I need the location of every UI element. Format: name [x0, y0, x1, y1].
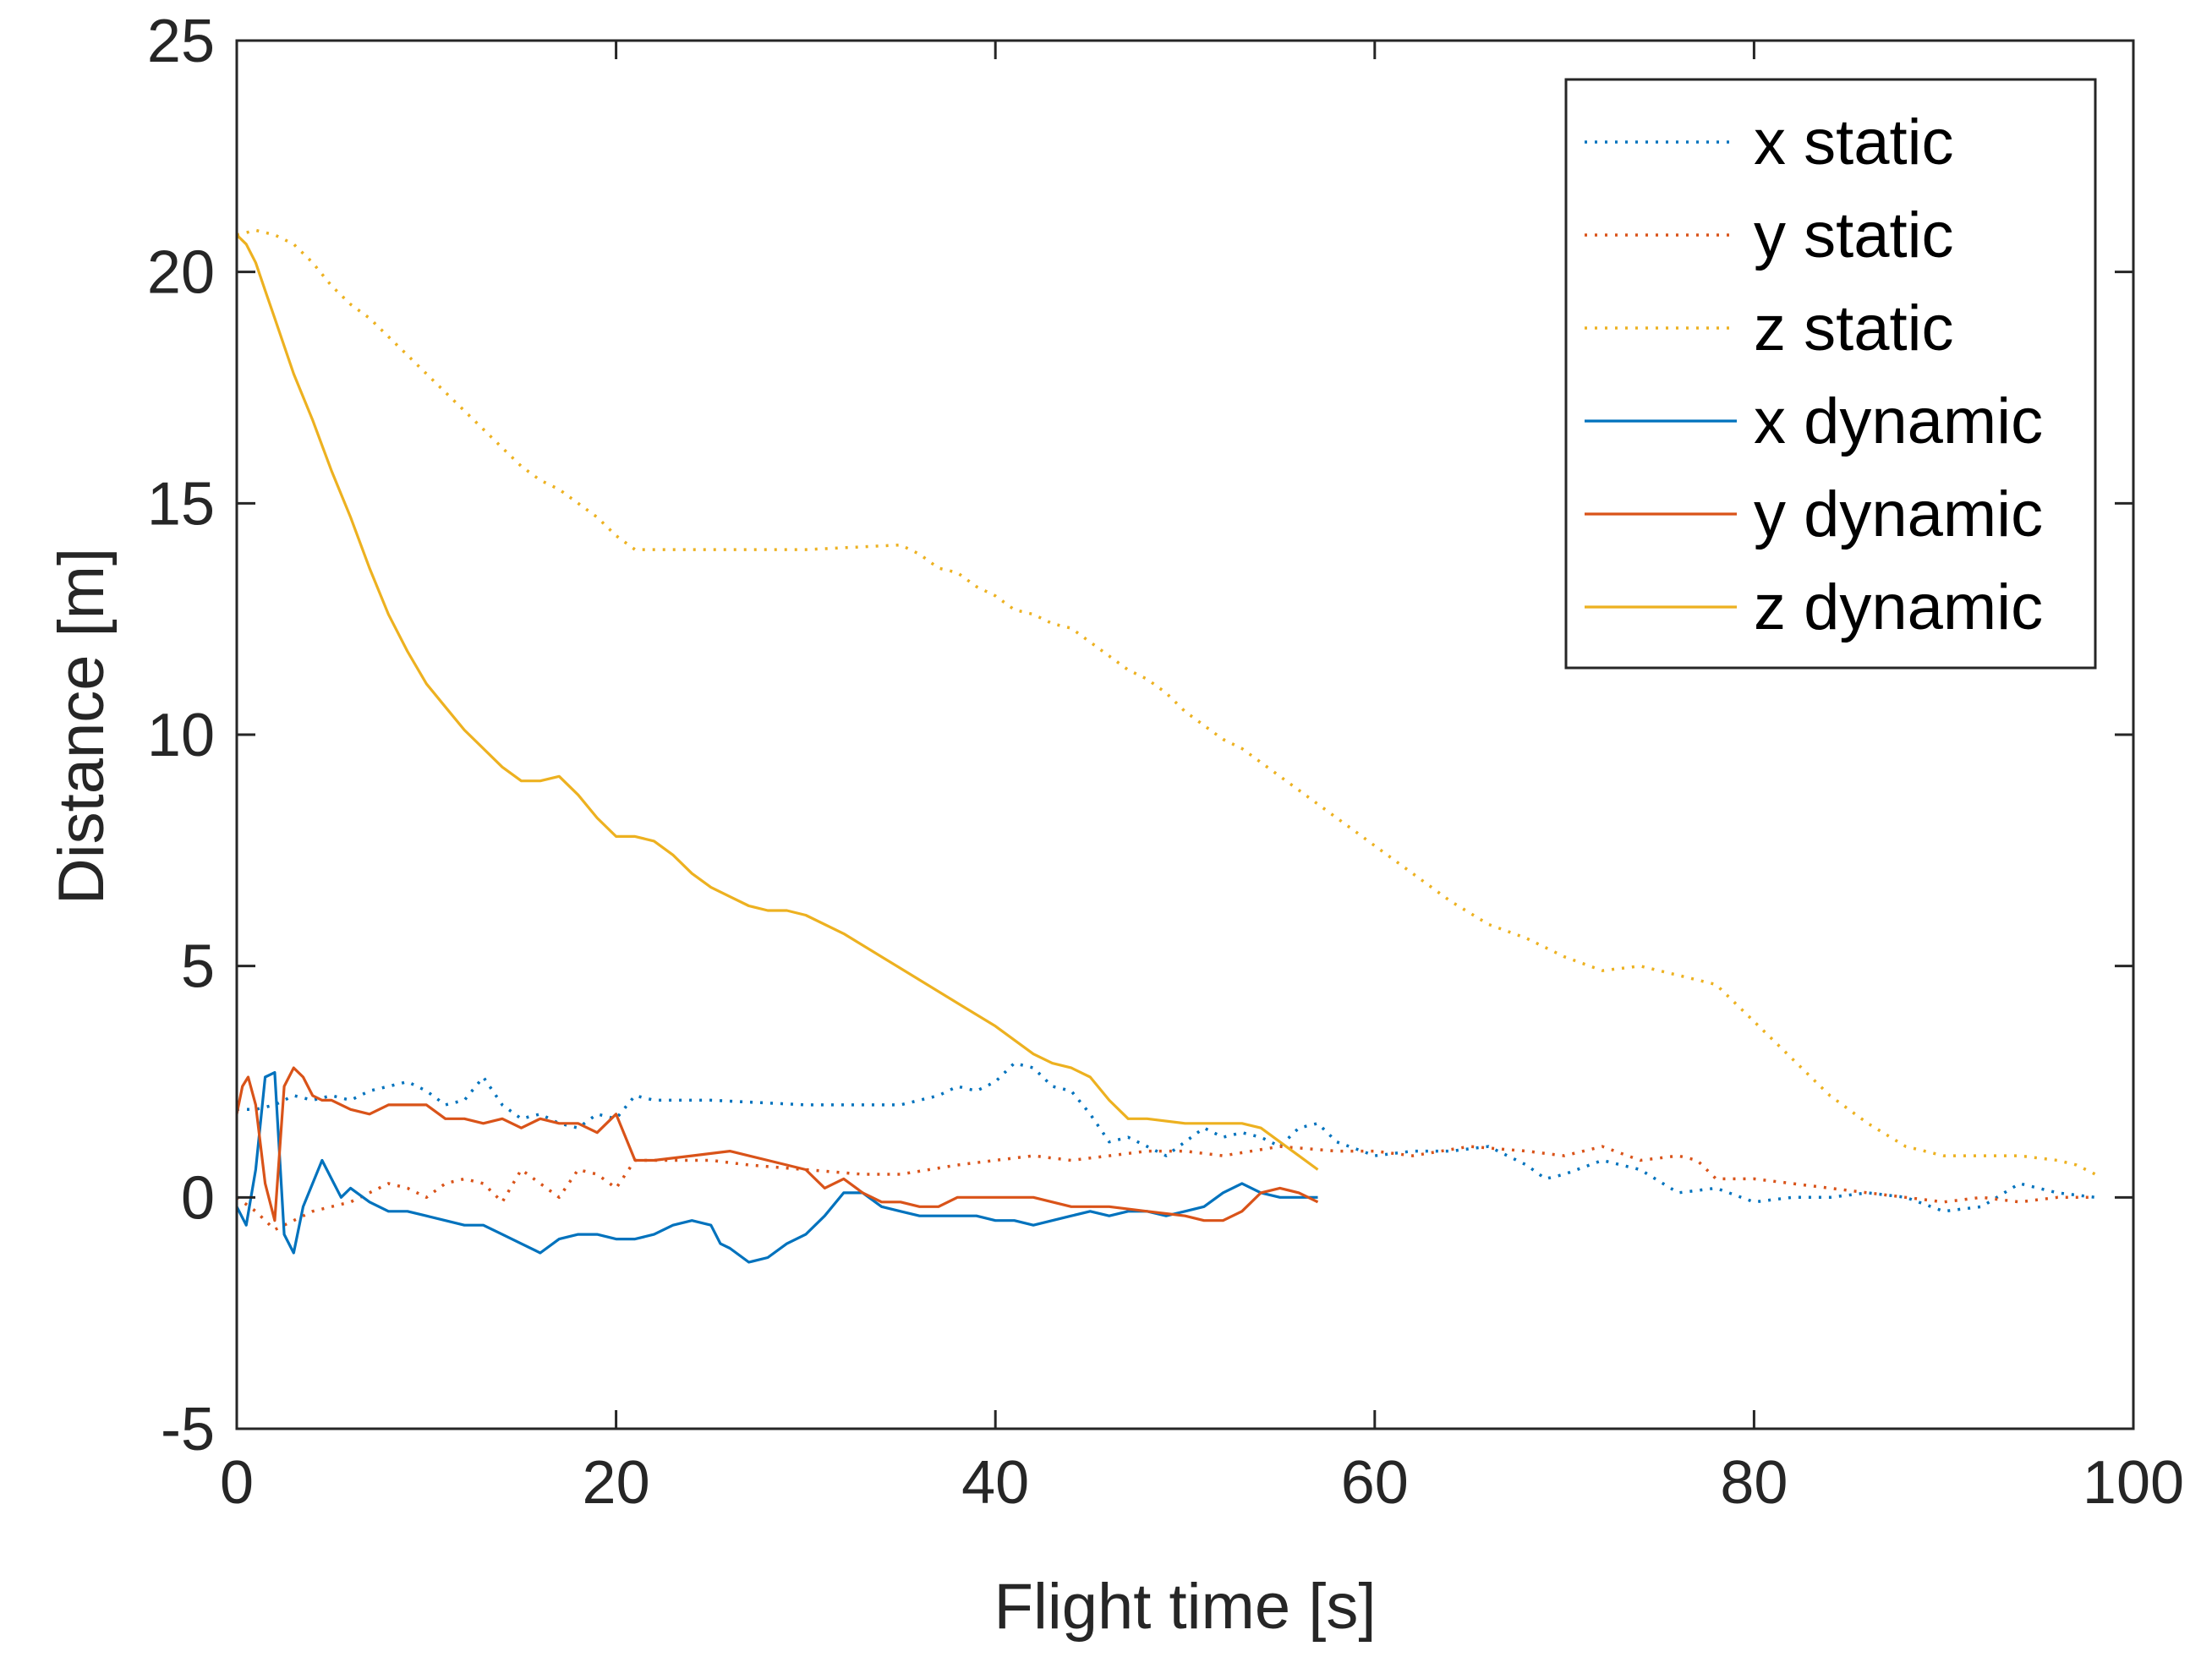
legend-label-x-dynamic: x dynamic	[1754, 386, 2043, 457]
x-tick-label: 20	[583, 1449, 650, 1517]
y-tick-label: 10	[147, 702, 215, 769]
series-line-z-dynamic	[235, 233, 1319, 1171]
series-line-y-dynamic	[235, 1066, 1319, 1222]
series-line-z-static	[236, 228, 2096, 1176]
axis-labels-layer: Flight time [s] Distance [m]	[46, 548, 1376, 1643]
legend-box	[1564, 78, 2097, 670]
legend-label-y-static: y static	[1754, 200, 1954, 271]
y-tick-label: 15	[147, 470, 215, 538]
y-tick-label: 0	[181, 1164, 215, 1232]
legend-label-y-dynamic: y dynamic	[1754, 479, 2043, 550]
x-tick-label: 80	[1720, 1449, 1788, 1517]
x-tick-label: 0	[220, 1449, 254, 1517]
series-line-x-dynamic	[235, 1070, 1318, 1264]
x-tick-label: 60	[1341, 1449, 1409, 1517]
legend-label-z-static: z static	[1754, 293, 1954, 364]
y-tick-label: 25	[147, 8, 215, 75]
y-tick-label: 5	[181, 933, 215, 1001]
x-tick-label: 100	[2083, 1449, 2184, 1517]
legend-label-z-dynamic: z dynamic	[1754, 571, 2043, 643]
y-tick-label: -5	[161, 1396, 215, 1463]
y-tick-label: 20	[147, 239, 215, 307]
legend-label-x-static: x static	[1754, 107, 1954, 178]
legend: x static y static z static x dynamic y dynam…	[1564, 78, 2097, 670]
x-axis-title: Flight time [s]	[994, 1571, 1377, 1643]
y-axis-title: Distance [m]	[46, 548, 118, 905]
series-layer	[235, 228, 2096, 1264]
x-tick-label: 40	[961, 1449, 1029, 1517]
